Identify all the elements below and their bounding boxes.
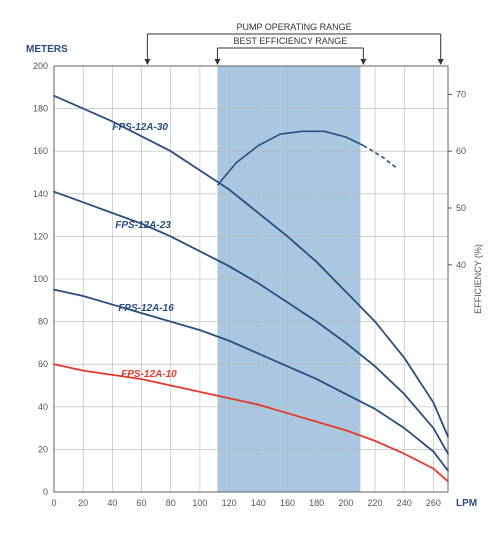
y-tick-label: 100 [33, 274, 48, 284]
y-tick-label: 60 [38, 359, 48, 369]
y-tick-label: 180 [33, 104, 48, 114]
y2-axis-title: EFFICIENCY (%) [473, 244, 483, 314]
x-tick-label: 60 [137, 498, 147, 508]
y-tick-label: 200 [33, 61, 48, 71]
y2-tick-label: 60 [456, 146, 466, 156]
x-tick-label: 120 [222, 498, 237, 508]
x-tick-label: 260 [426, 498, 441, 508]
chart: 0 20 40 60 80 100 120 140 160 180 200 220 240 260 0 20 4… [0, 0, 500, 552]
x-axis-title: LPM [456, 498, 477, 509]
y-axis-title: METERS [26, 44, 68, 55]
x-tick-label: 220 [368, 498, 383, 508]
series-label: FPS-12A-23 [115, 220, 171, 231]
series-label: FPS-12A-10 [121, 369, 177, 380]
y-tick-label: 140 [33, 189, 48, 199]
y-tick-label: 40 [38, 402, 48, 412]
series-label: FPS-12A-16 [118, 303, 174, 314]
x-tick-label: 160 [280, 498, 295, 508]
y-tick-label: 0 [43, 487, 48, 497]
y2-tick-label: 40 [456, 260, 466, 270]
range-label: BEST EFFICIENCY RANGE [234, 36, 348, 46]
x-tick-label: 40 [107, 498, 117, 508]
x-tick-label: 80 [166, 498, 176, 508]
y-tick-label: 120 [33, 231, 48, 241]
x-tick-label: 100 [192, 498, 207, 508]
x-tick-label: 20 [78, 498, 88, 508]
x-tick-label: 0 [51, 498, 56, 508]
y2-tick-label: 50 [456, 203, 466, 213]
x-tick-label: 140 [251, 498, 266, 508]
series-label: FPS-12A-30 [112, 122, 168, 133]
x-tick-label: 240 [397, 498, 412, 508]
y-tick-label: 20 [38, 444, 48, 454]
y-tick-label: 80 [38, 317, 48, 327]
range-label: PUMP OPERATING RANGE [236, 22, 351, 32]
x-tick-label: 180 [309, 498, 324, 508]
y-tick-label: 160 [33, 146, 48, 156]
y2-tick-label: 70 [456, 89, 466, 99]
x-tick-label: 200 [338, 498, 353, 508]
